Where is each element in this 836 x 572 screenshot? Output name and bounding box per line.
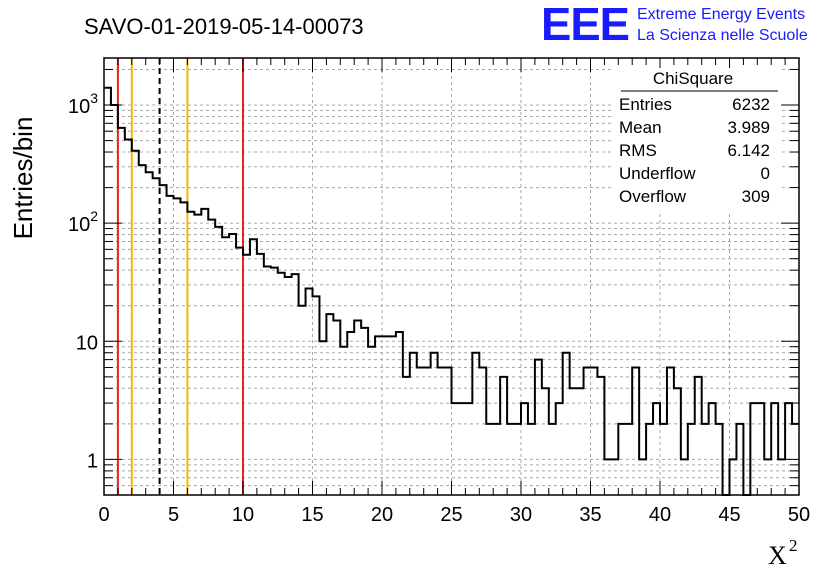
plot-frame xyxy=(103,57,800,496)
x-tick-label: 35 xyxy=(579,504,601,526)
x-tick-label: 5 xyxy=(168,504,179,526)
y-tick-label: 10 xyxy=(76,332,98,354)
eee-logo: EEE Extreme Energy Events La Scienza nel… xyxy=(541,0,808,50)
y-tick-label-base: 1 xyxy=(87,450,98,472)
x-tick-label: 50 xyxy=(788,504,810,526)
x-tick-label: 0 xyxy=(98,504,109,526)
x-tick-label: 15 xyxy=(301,504,323,526)
y-tick-label-exponent: 2 xyxy=(90,208,98,224)
stats-row-label: Overflow xyxy=(619,187,687,206)
stats-row-label: Underflow xyxy=(619,164,696,183)
y-axis-label: Entries/bin xyxy=(8,117,38,240)
y-tick-label: 103 xyxy=(68,90,98,118)
stats-row-value: 6.142 xyxy=(727,141,770,160)
cut-lines xyxy=(116,58,244,495)
x-axis-label-base: X xyxy=(768,541,787,570)
stats-box: ChiSquare Entries 6232 Mean 3.989 RMS 6.142 Un… xyxy=(612,68,780,212)
x-tick-labels: 0 5 10 15 20 25 30 35 40 45 50 xyxy=(98,504,810,526)
x-axis-label-superscript: 2 xyxy=(789,536,798,555)
y-tick-label: 102 xyxy=(68,208,98,236)
histogram-outline xyxy=(104,86,799,496)
y-tick-label-base: 10 xyxy=(76,332,98,354)
stats-row-value: 0 xyxy=(761,164,770,183)
grid-lines xyxy=(104,58,799,496)
stats-box-rows: Entries 6232 Mean 3.989 RMS 6.142 Underflow 0 Ov… xyxy=(619,95,770,206)
stats-row-value: 3.989 xyxy=(727,118,770,137)
x-tick-label: 40 xyxy=(649,504,671,526)
x-tick-label: 10 xyxy=(232,504,254,526)
y-tick-label: 1 xyxy=(87,450,98,472)
x-tick-label: 30 xyxy=(510,504,532,526)
x-tick-label: 25 xyxy=(440,504,462,526)
chart-title: SAVO-01-2019-05-14-00073 xyxy=(84,14,364,39)
stats-row-value: 6232 xyxy=(732,95,770,114)
x-tick-label: 20 xyxy=(371,504,393,526)
y-tick-label-exponent: 3 xyxy=(90,90,98,106)
eee-logo-line2: La Scienza nelle Scuole xyxy=(637,27,808,44)
stats-row-value: 309 xyxy=(742,187,770,206)
stats-box-title: ChiSquare xyxy=(653,69,733,88)
stats-row-label: Mean xyxy=(619,118,662,137)
x-tick-label: 45 xyxy=(718,504,740,526)
eee-logo-mark: EEE xyxy=(541,0,629,50)
axis-ticks xyxy=(103,58,800,496)
stats-box-background xyxy=(612,68,780,212)
stats-row-label: Entries xyxy=(619,95,672,114)
y-tick-label-base: 10 xyxy=(68,214,90,236)
stats-row-label: RMS xyxy=(619,141,657,160)
eee-logo-line1: Extreme Energy Events xyxy=(637,6,805,23)
x-axis-label: X 2 xyxy=(768,536,798,570)
y-tick-label-base: 10 xyxy=(68,96,90,118)
